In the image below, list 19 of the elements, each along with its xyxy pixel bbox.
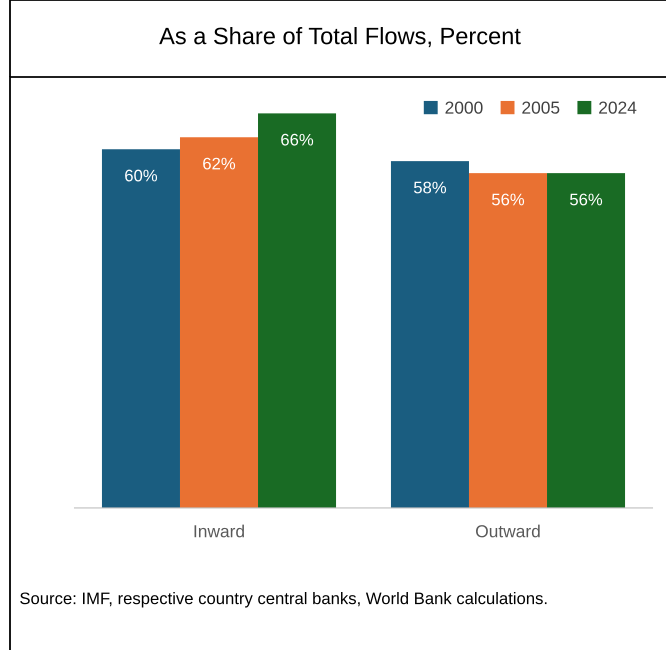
x-tick-label: Outward bbox=[476, 524, 540, 538]
data-label: 56% bbox=[570, 194, 602, 206]
data-label: 58% bbox=[414, 182, 446, 194]
source-note: Source: IMF, respective country central banks, World Bank calculations. bbox=[20, 592, 547, 608]
legend-label: 2005 bbox=[522, 101, 560, 114]
bar bbox=[102, 149, 180, 508]
chart-title: As a Share of Total Flows, Percent bbox=[159, 26, 521, 48]
bar bbox=[547, 173, 626, 508]
data-label: 62% bbox=[203, 158, 236, 170]
data-label: 60% bbox=[125, 170, 158, 182]
data-label: 56% bbox=[492, 194, 524, 206]
data-label: 66% bbox=[281, 134, 314, 146]
legend-label: 2024 bbox=[599, 101, 636, 114]
bar bbox=[180, 137, 258, 508]
bar bbox=[468, 173, 548, 508]
bar bbox=[258, 113, 336, 508]
legend-label: 2000 bbox=[446, 101, 483, 114]
x-tick-label: Inward bbox=[194, 524, 244, 538]
bar bbox=[390, 161, 469, 508]
